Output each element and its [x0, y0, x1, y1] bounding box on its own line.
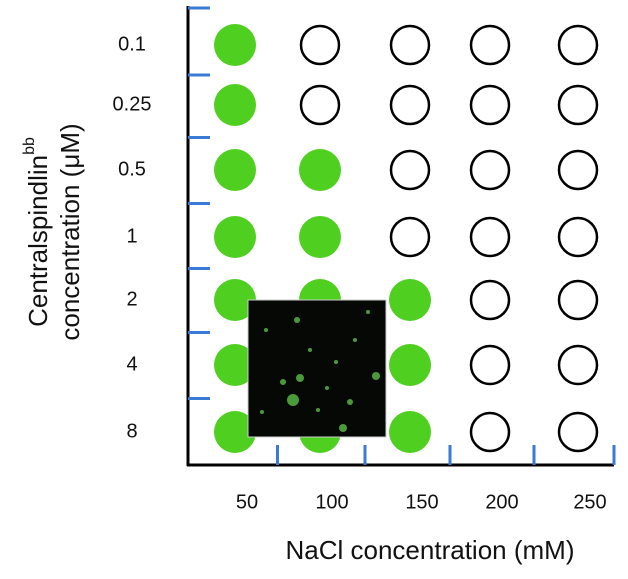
empty-circle [389, 216, 431, 258]
filled-circle [299, 216, 341, 258]
empty-circle [299, 24, 341, 66]
empty-circle [557, 411, 599, 453]
empty-circle [469, 344, 511, 386]
inset-micrograph [247, 299, 387, 438]
x-tick-label: 250 [573, 491, 606, 513]
inset-droplets [260, 310, 380, 432]
filled-circle [299, 149, 341, 191]
y-axis-label-line2: concentration (μM) [55, 123, 85, 340]
y-tick-label: 0.1 [118, 33, 146, 55]
axes [186, 6, 616, 467]
cells [214, 24, 599, 453]
y-axis-label: Centralspindlinbb [21, 137, 53, 327]
y-tick-label: 8 [126, 420, 137, 442]
filled-circle [214, 84, 256, 126]
empty-circle [557, 344, 599, 386]
filled-circle [389, 411, 431, 453]
empty-circle [299, 84, 341, 126]
y-label-main: Centralspindlin [23, 155, 53, 327]
filled-circle [214, 344, 256, 386]
filled-circle [214, 216, 256, 258]
y-tick-label: 0.5 [118, 158, 146, 180]
empty-circle [469, 216, 511, 258]
y-label-superscript: bb [21, 137, 38, 155]
x-tick-label: 200 [485, 491, 518, 513]
x-tick-label: 50 [236, 491, 258, 513]
x-tick-label: 100 [315, 491, 348, 513]
y-tick-label: 2 [126, 288, 137, 310]
filled-circle [214, 24, 256, 66]
empty-circle [469, 279, 511, 321]
empty-circle [557, 149, 599, 191]
inset-background [247, 299, 387, 438]
y-tick-label: 0.25 [113, 93, 152, 115]
filled-circle [389, 344, 431, 386]
filled-circle [214, 411, 256, 453]
filled-circle [214, 149, 256, 191]
empty-circle [557, 216, 599, 258]
empty-circle [469, 411, 511, 453]
filled-circle [214, 279, 256, 321]
empty-circle [557, 84, 599, 126]
empty-circle [557, 24, 599, 66]
empty-circle [389, 84, 431, 126]
empty-circle [469, 24, 511, 66]
x-tick-label: 150 [405, 491, 438, 513]
empty-circle [389, 24, 431, 66]
y-tick-label: 4 [126, 353, 137, 375]
y-tick-label: 1 [126, 225, 137, 247]
filled-circle [389, 279, 431, 321]
empty-circle [469, 149, 511, 191]
empty-circle [557, 279, 599, 321]
empty-circle [469, 84, 511, 126]
x-axis-label: NaCl concentration (mM) [286, 535, 575, 565]
empty-circle [389, 149, 431, 191]
